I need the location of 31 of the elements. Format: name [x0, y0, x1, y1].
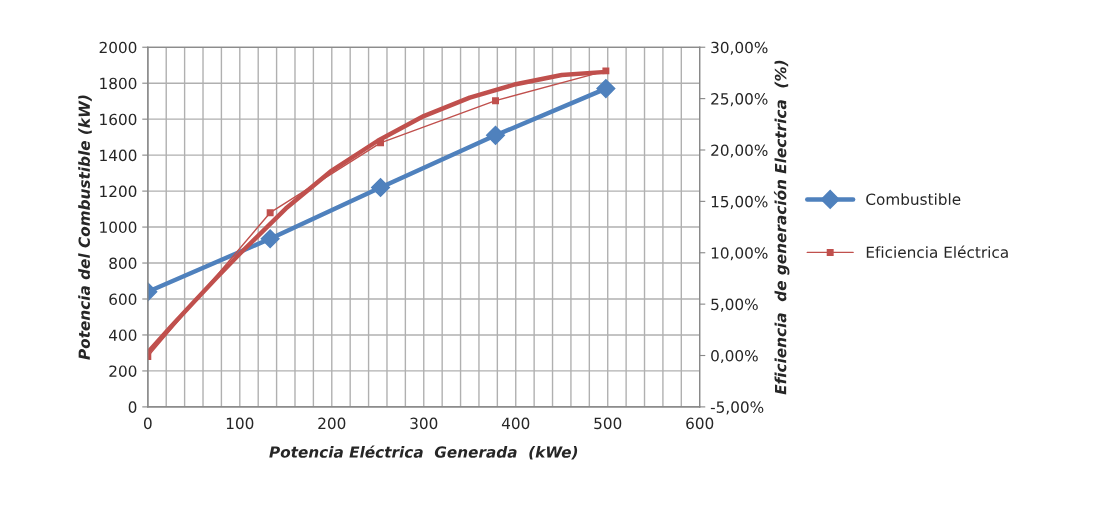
x-tick-label: 400	[501, 417, 530, 430]
x-tick-label: 500	[594, 417, 622, 430]
y-tick-label: 2000	[99, 41, 137, 54]
y-tick-label: 1200	[100, 185, 137, 198]
x-axis-title: Potencia Eléctrica Generada (kWe)	[269, 445, 578, 460]
x-tick-label: 0	[143, 417, 152, 430]
x-tick-label: 300	[410, 417, 438, 430]
x-tick-label: 600	[686, 417, 714, 430]
x-tick-label: 100	[226, 417, 254, 430]
y2-tick-label: 30,00%	[711, 41, 768, 55]
x-tick-label: 200	[318, 417, 346, 430]
y2-tick-label: 10,00%	[711, 247, 768, 261]
y-tick-label: 200	[109, 365, 137, 377]
y2-tick-label: 15,00%	[711, 195, 768, 209]
y-tick-label: 1800	[100, 77, 137, 90]
y-tick-label: 1600	[100, 113, 137, 126]
y-tick-label: 0	[128, 401, 137, 413]
y2-tick-label: 5,00%	[711, 298, 758, 312]
y-tick-label: 400	[108, 329, 137, 341]
y2-tick-label: -5,00%	[710, 401, 764, 415]
y-tick-label: 1400	[100, 149, 137, 162]
y2-tick-label: 0,00%	[711, 349, 758, 364]
legend-label: Combustible	[866, 193, 961, 206]
y-tick-label: 800	[109, 257, 137, 270]
y-axis-title: Potencia del Combustible (kW)	[78, 95, 92, 360]
legend-label: Eficiencia Eléctrica	[866, 245, 1008, 258]
y2-axis-title: Eficiencia de generación Electrica (%)	[773, 60, 790, 395]
y2-tick-label: 20,00%	[711, 144, 768, 158]
y-tick-label: 1000	[100, 221, 137, 234]
y-tick-label: 600	[109, 293, 137, 306]
y2-tick-label: 25,00%	[711, 93, 768, 107]
